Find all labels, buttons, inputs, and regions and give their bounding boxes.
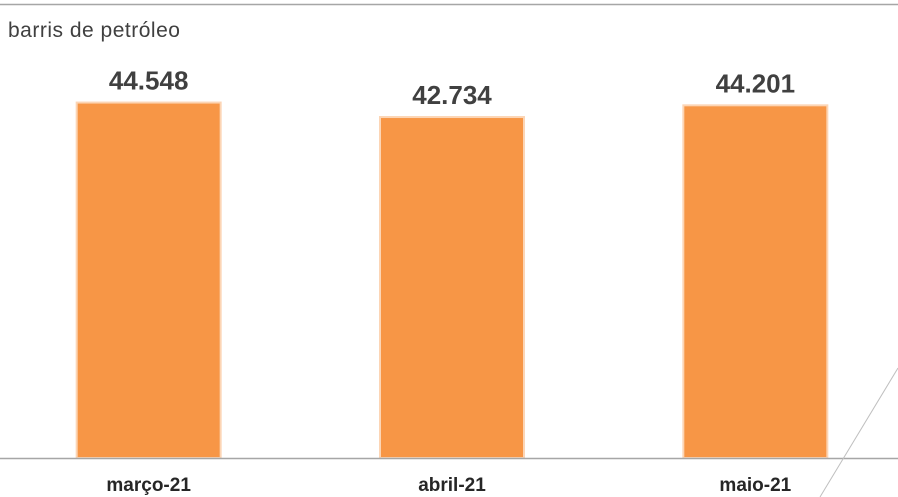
data-label-0: 44.548: [109, 66, 189, 96]
unit-label: barris de petróleo: [8, 19, 180, 42]
decorative-diagonal-line: [819, 367, 898, 497]
bar-0: [75, 101, 222, 459]
data-labels-group: 44.548 42.734 44.201: [109, 66, 795, 110]
x-tick-label-0: março-21: [106, 475, 191, 496]
x-tick-labels-group: março-21 abril-21 maio-21: [106, 475, 791, 496]
x-tick-label-1: abril-21: [418, 475, 486, 496]
bars-group: [75, 101, 829, 460]
data-label-1: 42.734: [412, 80, 492, 110]
bar-2: [682, 104, 829, 460]
x-tick-label-2: maio-21: [719, 475, 791, 496]
bar-1: [379, 116, 525, 460]
data-label-2: 44.201: [716, 68, 796, 98]
